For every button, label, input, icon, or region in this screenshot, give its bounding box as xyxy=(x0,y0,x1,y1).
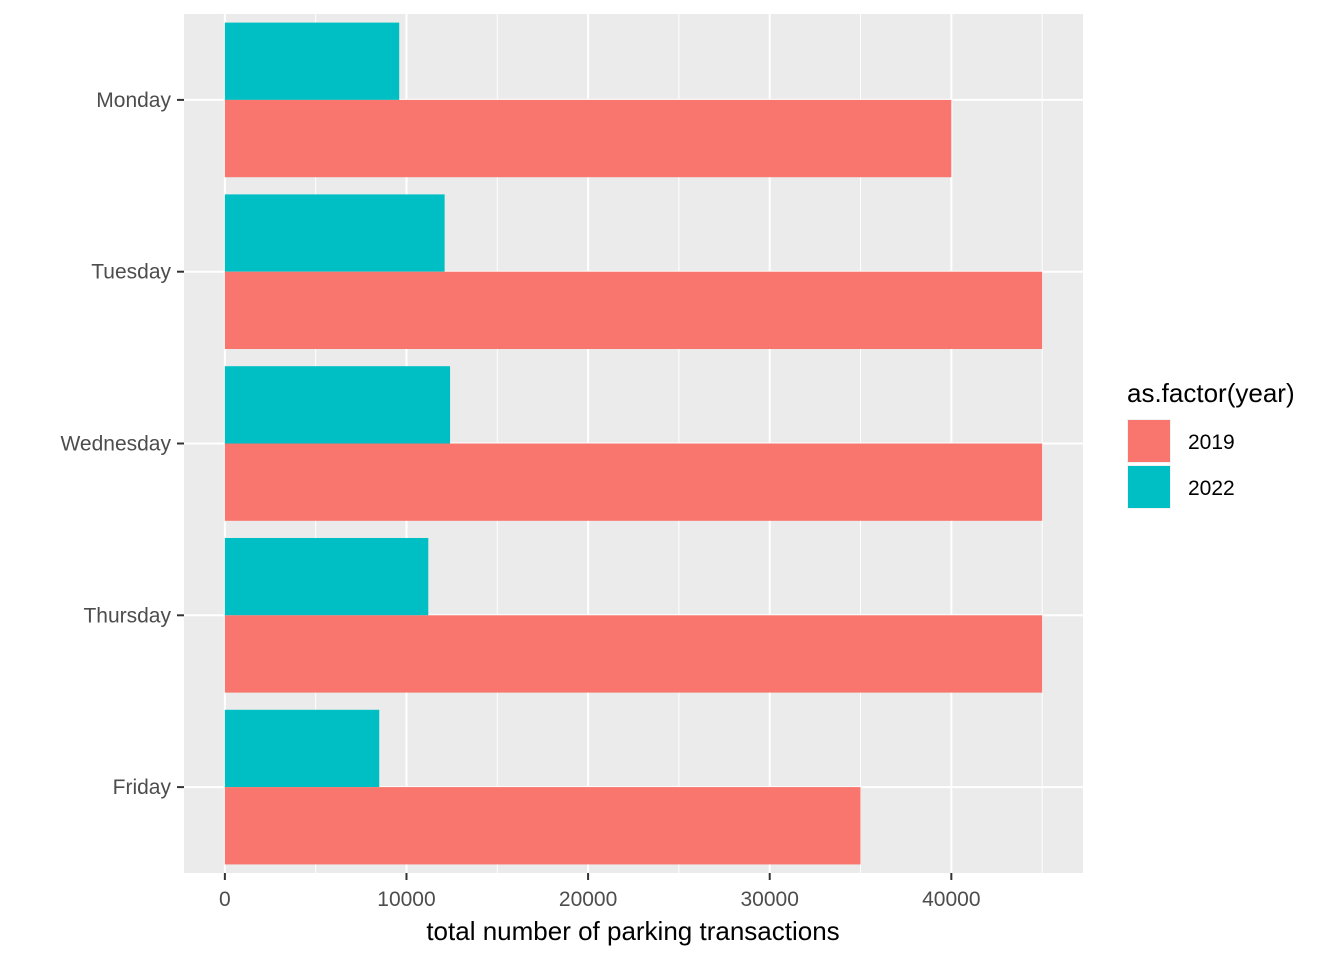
legend-label-2022: 2022 xyxy=(1188,477,1235,500)
x-tick-label: 20000 xyxy=(559,888,617,911)
legend: as.factor(year) 2019 2022 xyxy=(1127,378,1295,509)
bar-2022-friday xyxy=(224,709,380,788)
legend-title: as.factor(year) xyxy=(1127,378,1295,408)
bars xyxy=(224,22,1043,865)
x-tick-label: 0 xyxy=(219,888,231,911)
legend-label-2019: 2019 xyxy=(1188,431,1235,454)
x-axis: 0 10000 20000 30000 40000 xyxy=(219,873,981,911)
bar-2019-monday xyxy=(224,99,952,178)
x-tick-label: 10000 xyxy=(377,888,435,911)
bar-2022-monday xyxy=(224,22,400,100)
legend-key-2019 xyxy=(1128,420,1170,462)
bar-2019-wednesday xyxy=(224,443,1043,521)
y-tick-label: Tuesday xyxy=(91,261,171,284)
bar-2022-tuesday xyxy=(224,194,445,272)
y-tick-label: Thursday xyxy=(83,604,171,627)
bar-2022-thursday xyxy=(224,537,429,616)
bar-2022-wednesday xyxy=(224,366,451,444)
y-axis: Monday Tuesday Wednesday Thursday Friday xyxy=(60,89,184,799)
x-tick-label: 30000 xyxy=(741,888,799,911)
x-tick-label: 40000 xyxy=(922,888,980,911)
y-tick-label: Friday xyxy=(113,776,172,799)
bar-2019-thursday xyxy=(224,615,1043,693)
legend-key-2022 xyxy=(1128,466,1170,508)
x-axis-title: total number of parking transactions xyxy=(426,916,839,946)
y-tick-label: Monday xyxy=(96,89,171,112)
y-tick-label: Wednesday xyxy=(60,433,171,456)
bar-2019-tuesday xyxy=(224,271,1043,350)
bar-2019-friday xyxy=(224,787,861,865)
